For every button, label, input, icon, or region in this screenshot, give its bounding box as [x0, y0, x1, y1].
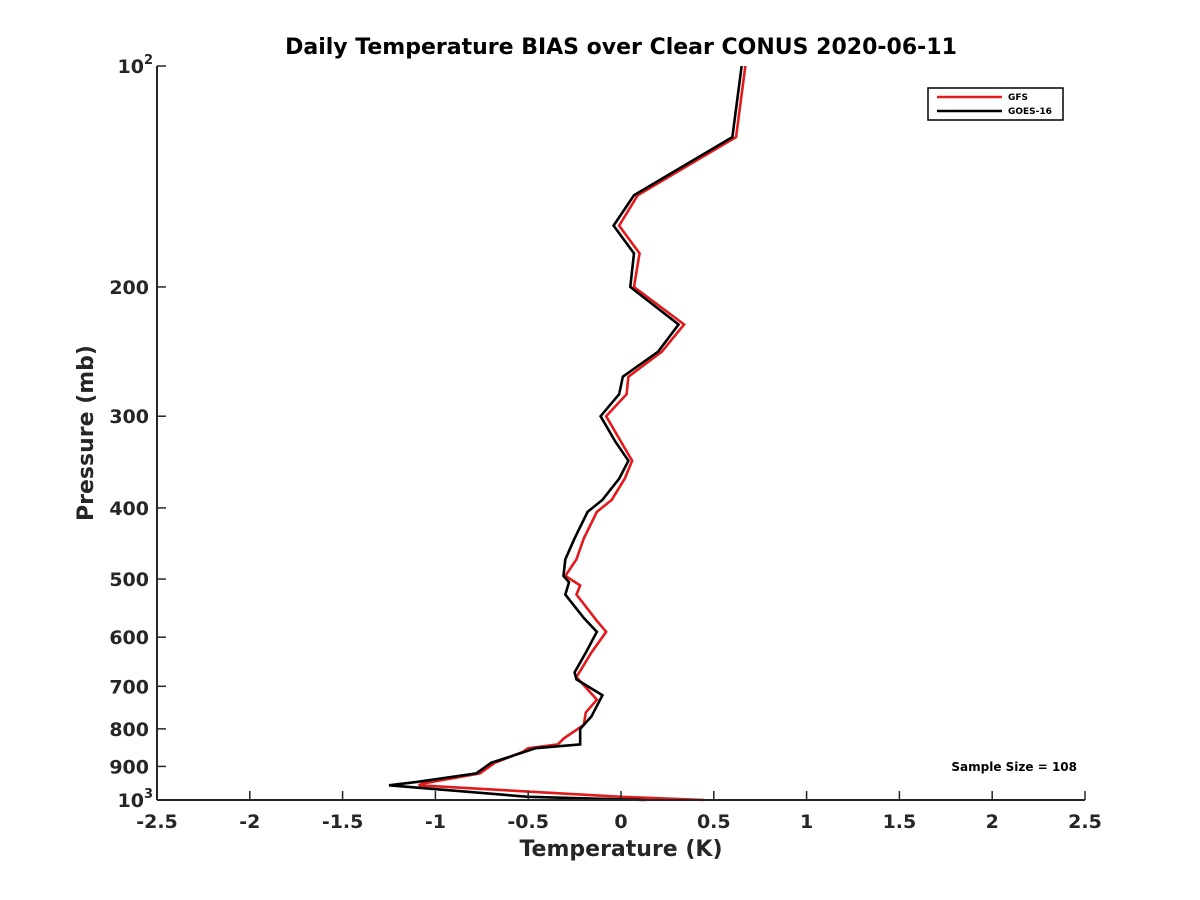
x-tick-label: 2.5: [1068, 811, 1102, 833]
x-tick-label: -0.5: [507, 811, 549, 833]
x-tick-label: 0: [614, 811, 627, 833]
y-tick-label: 500: [109, 569, 149, 591]
x-tick-label: -1: [425, 811, 446, 833]
x-tick-label: -2: [239, 811, 260, 833]
legend-items: GFS GOES-16: [937, 93, 1052, 117]
legend-label: GFS: [1008, 93, 1028, 103]
y-tick-label: 400: [109, 498, 149, 520]
y-tick-label: 600: [109, 627, 149, 649]
sample-size-annotation: Sample Size = 108: [951, 760, 1077, 774]
y-tick-label: 700: [109, 676, 149, 698]
x-axis-ticks: -2.5 -2 -1.5 -1 -0.5 0 0.5 1 1.5 2 2.5: [136, 791, 1102, 833]
x-tick-label: 2: [986, 811, 999, 833]
y-tick-label: 900: [109, 756, 149, 778]
series-line-goes-16: [388, 65, 743, 802]
y-tick-label: 102: [118, 53, 154, 78]
x-tick-label: 1.5: [883, 811, 917, 833]
plot-area: [157, 66, 1085, 800]
x-tick-label: -1.5: [322, 811, 364, 833]
legend-label: GOES-16: [1008, 107, 1052, 117]
x-tick-label: -2.5: [136, 811, 178, 833]
legend-box: [927, 87, 1064, 121]
y-tick-label: 300: [109, 406, 149, 428]
y-tick-label: 800: [109, 719, 149, 741]
y-tick-label: 103: [118, 787, 154, 812]
y-axis-ticks: 102 200 300 400 500 600 700 800 900 103: [109, 53, 166, 812]
x-axis-label: Temperature (K): [519, 837, 722, 862]
y-tick-label: 200: [109, 277, 149, 299]
series-layer: [388, 65, 747, 802]
legend: GFS GOES-16: [927, 87, 1064, 121]
x-tick-label: 1: [800, 811, 813, 833]
x-tick-label: 0.5: [697, 811, 731, 833]
chart-title: Daily Temperature BIAS over Clear CONUS …: [285, 35, 957, 60]
y-axis-label: Pressure (mb): [74, 345, 99, 521]
